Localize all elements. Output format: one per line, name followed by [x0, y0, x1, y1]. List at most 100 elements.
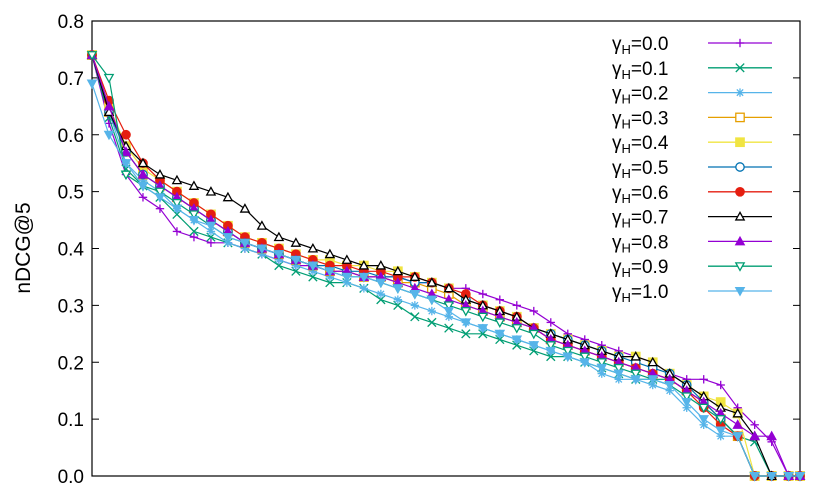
data-point	[189, 232, 199, 242]
data-point	[716, 431, 725, 441]
data-point	[155, 204, 165, 213]
series-line	[91, 54, 800, 477]
data-point	[393, 295, 403, 304]
data-point	[766, 430, 777, 441]
data-point	[766, 471, 777, 482]
data-point	[359, 284, 369, 293]
data-point	[103, 73, 115, 84]
data-point	[579, 352, 591, 363]
data-point	[154, 187, 166, 198]
data-point	[460, 318, 472, 328]
series-line	[91, 54, 800, 477]
series-line	[91, 54, 800, 477]
data-point	[376, 289, 386, 299]
data-point	[341, 272, 353, 283]
data-point	[545, 341, 557, 351]
data-point	[427, 306, 437, 316]
data-point	[392, 265, 404, 276]
legend-marker	[735, 162, 745, 172]
data-point	[613, 369, 625, 380]
legend-label: γH=1.0	[612, 282, 668, 305]
legend-marker	[734, 235, 746, 246]
y-tick-label: 0.6	[58, 126, 84, 147]
legend-marker	[734, 286, 746, 297]
y-tick-label: 0.2	[58, 353, 84, 374]
data-point	[783, 471, 794, 482]
data-point	[273, 231, 285, 242]
series-1	[87, 50, 805, 481]
data-point	[528, 341, 540, 351]
series-line	[91, 54, 800, 477]
data-point	[427, 317, 437, 328]
data-point	[171, 198, 183, 209]
legend-label: γH=0.0	[612, 34, 668, 57]
data-point	[647, 356, 659, 367]
series-line	[91, 54, 800, 477]
legend-label: γH=0.8	[612, 232, 668, 255]
series-9	[86, 51, 806, 482]
data-point	[494, 318, 506, 328]
data-point	[681, 398, 693, 408]
data-point	[137, 181, 149, 192]
legend-label: γH=0.3	[612, 108, 668, 131]
data-point	[188, 210, 200, 220]
data-point	[478, 289, 488, 299]
data-point	[749, 430, 760, 441]
series-layer	[86, 49, 806, 482]
series-4	[87, 50, 805, 481]
series-0	[87, 50, 805, 481]
series-8	[86, 49, 806, 481]
data-point	[290, 237, 302, 247]
legend-label: γH=0.5	[612, 158, 668, 181]
data-point	[443, 301, 455, 311]
legend-entry: γH=0.3	[612, 108, 772, 131]
data-point	[120, 159, 132, 169]
legend-entry: γH=0.2	[612, 84, 772, 107]
data-point	[494, 329, 506, 340]
legend-entry: γH=0.0	[612, 34, 772, 57]
data-point	[546, 318, 555, 327]
data-point	[477, 324, 489, 334]
data-point	[698, 403, 710, 414]
y-tick-label: 0.5	[58, 183, 84, 204]
data-point	[511, 324, 523, 334]
data-point	[307, 261, 319, 272]
data-point	[120, 170, 132, 181]
data-point	[137, 157, 149, 168]
series-3	[87, 50, 805, 481]
data-point	[529, 306, 538, 316]
data-point	[732, 419, 744, 429]
data-point	[206, 238, 216, 248]
data-point	[375, 260, 387, 270]
series-line	[91, 54, 800, 477]
legend-entry: γH=0.5	[612, 158, 772, 181]
legend-marker	[735, 88, 745, 97]
legend-marker	[735, 137, 745, 148]
y-tick-label: 0.4	[58, 240, 85, 261]
data-point	[732, 432, 744, 442]
data-point	[188, 180, 200, 190]
data-point	[307, 242, 319, 253]
data-point	[103, 130, 115, 141]
data-point	[154, 169, 166, 179]
data-point	[630, 369, 642, 380]
data-point	[562, 352, 574, 363]
data-point	[341, 254, 353, 264]
data-point	[749, 471, 760, 482]
data-point	[239, 203, 251, 213]
data-point	[121, 129, 131, 140]
data-point	[410, 312, 420, 322]
data-point	[426, 277, 438, 287]
data-point	[375, 278, 387, 289]
series-10	[86, 79, 806, 482]
data-point	[154, 193, 166, 203]
legend-entry: γH=0.1	[612, 59, 772, 82]
data-point	[698, 415, 710, 425]
y-tick-label: 0.7	[58, 69, 84, 90]
legend-label: γH=0.6	[612, 183, 668, 206]
series-6	[87, 50, 805, 481]
data-point	[205, 221, 217, 232]
data-point	[426, 295, 438, 306]
legend-label: γH=0.2	[612, 84, 668, 107]
